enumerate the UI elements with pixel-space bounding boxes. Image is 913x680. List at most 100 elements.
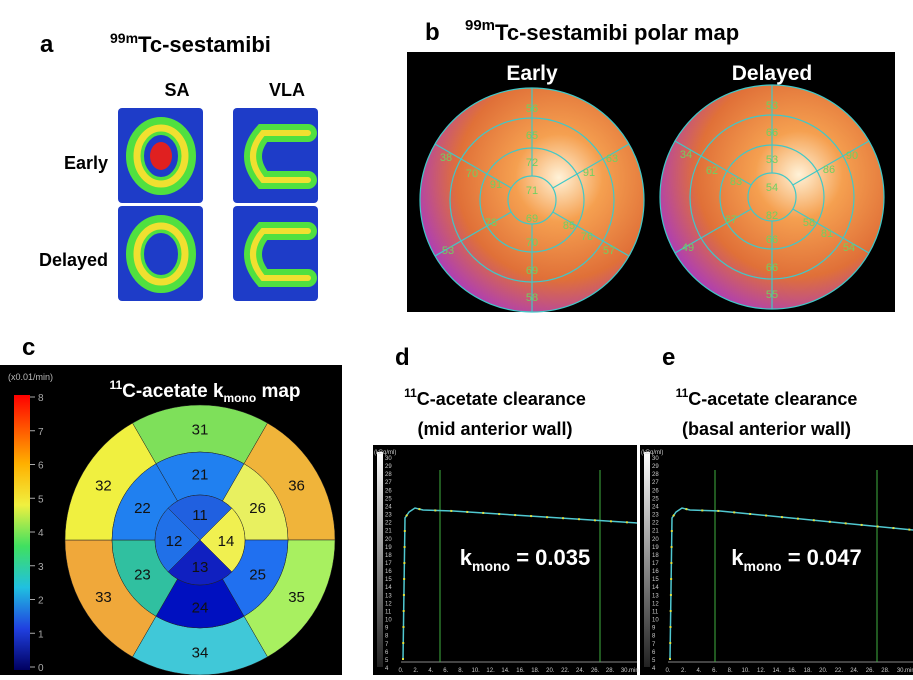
k-value: = 0.035 — [510, 545, 590, 570]
segment-value: 66 — [766, 234, 778, 246]
x-tick-label: 10. — [741, 668, 750, 674]
x-tick-label: 16. — [788, 668, 797, 674]
y-tick-label: 19 — [385, 545, 392, 551]
y-tick-label: 17 — [652, 561, 659, 567]
y-tick-label: 25 — [385, 496, 392, 502]
segment-value: 85 — [563, 220, 575, 232]
panel-letter: a — [40, 31, 54, 58]
segment-label: 14 — [218, 533, 235, 550]
x-tick-label: 28. — [606, 668, 615, 674]
x-tick-label: 18. — [531, 668, 540, 674]
y-tick-label: 20 — [385, 537, 392, 543]
x-tick-label: 4. — [428, 668, 433, 674]
x-tick-label: 16. — [516, 668, 525, 674]
x-tick-label: 8. — [728, 668, 733, 674]
segment-label: 31 — [192, 422, 209, 439]
segment-label: 35 — [288, 589, 305, 606]
y-tick-label: 27 — [652, 480, 659, 486]
segment-label: 23 — [134, 566, 151, 583]
title-text: C-acetate clearance — [417, 389, 586, 409]
segment-label: 25 — [249, 566, 266, 583]
segment-value: 58 — [803, 217, 815, 229]
k-sub: mono — [472, 558, 510, 574]
plot-title: (mid anterior wall) — [417, 419, 572, 439]
segment-label: 13 — [192, 559, 209, 576]
x-tick-label: 4. — [697, 668, 702, 674]
segment-value: 83 — [730, 176, 742, 188]
row-label: Delayed — [39, 250, 108, 270]
segment-value: 34 — [680, 149, 692, 161]
x-tick-label: 8. — [458, 668, 463, 674]
y-tick-label: 30 — [652, 456, 659, 462]
x-tick-label: 26. — [866, 668, 875, 674]
x-tick-label: 14. — [773, 668, 782, 674]
x-tick-label: 2. — [681, 668, 686, 674]
segment-value: 63 — [606, 153, 618, 165]
x-tick-label: 18. — [804, 668, 813, 674]
segment-value: 62 — [706, 165, 718, 177]
y-tick-label: 21 — [385, 529, 392, 535]
x-tick-label: 6. — [443, 668, 448, 674]
segment-label: 32 — [95, 477, 112, 494]
segment-label: 33 — [95, 589, 112, 606]
y-tick-label: 19 — [652, 545, 659, 551]
segment-value: 71 — [526, 185, 538, 197]
segment-label: 36 — [288, 477, 305, 494]
y-tick-label: 20 — [652, 537, 659, 543]
x-tick-label: 24. — [850, 668, 859, 674]
k-sub: mono — [744, 558, 782, 574]
row-label: Early — [64, 153, 108, 173]
y-tick-label: 11 — [652, 609, 659, 615]
y-tick-label: 24 — [652, 504, 659, 510]
segment-value: 81 — [821, 228, 833, 240]
color-bar — [14, 395, 30, 670]
scale-label: 3 — [38, 562, 44, 573]
segment-value: 54 — [843, 242, 855, 254]
y-tick-label: 15 — [385, 577, 392, 583]
x-tick-label: 0. — [665, 668, 670, 674]
y-tick-label: 10 — [652, 618, 659, 624]
segment-value: 91 — [490, 179, 502, 191]
segment-label: 26 — [249, 500, 266, 517]
segment-label: 11 — [192, 507, 208, 524]
y-tick-label: 17 — [385, 561, 392, 567]
panel-title: 99mTc-sestamibi — [110, 30, 271, 57]
scale-label: 5 — [38, 494, 44, 505]
y-tick-label: 12 — [385, 601, 392, 607]
x-tick-label: 22. — [561, 668, 570, 674]
y-tick-label: 30 — [385, 456, 392, 462]
segment-value: 53 — [766, 154, 778, 166]
unit-label: (x0.01/min) — [8, 372, 53, 382]
y-tick-label: 12 — [652, 601, 659, 607]
y-tick-label: 26 — [652, 488, 659, 494]
segment-value: 72 — [526, 157, 538, 169]
segment-value: 53 — [766, 100, 778, 112]
figure: a 99mTc-sestamibi SA VLA Early Delayed b… — [0, 0, 913, 675]
segment-value: 49 — [682, 242, 694, 254]
title-text: C-acetate clearance — [688, 389, 857, 409]
panel-letter: e — [662, 344, 675, 371]
segment-value: 78 — [485, 217, 497, 229]
scale-label: 6 — [38, 461, 44, 472]
segment-value: 70 — [526, 237, 538, 249]
segment-label: 21 — [192, 467, 209, 484]
y-tick-label: 23 — [385, 513, 392, 519]
y-tick-label: 18 — [385, 553, 392, 559]
x-unit: min — [629, 668, 639, 674]
y-tick-label: 28 — [652, 472, 659, 478]
segment-value: 82 — [766, 210, 778, 222]
segment-value: 57 — [603, 245, 615, 257]
segment-label: 22 — [134, 500, 151, 517]
sa-core — [150, 142, 172, 170]
segment-value: 69 — [526, 213, 538, 225]
segment-value: 65 — [526, 130, 538, 142]
panel-letter: b — [425, 19, 440, 46]
y-tick-label: 15 — [652, 577, 659, 583]
segment-value: 66 — [766, 127, 778, 139]
map-title: 11C-acetate kmono map — [109, 378, 300, 405]
y-tick-label: 29 — [385, 464, 392, 470]
y-tick-label: 13 — [385, 593, 392, 599]
y-tick-label: 14 — [385, 585, 392, 591]
plot-scale — [644, 452, 650, 667]
